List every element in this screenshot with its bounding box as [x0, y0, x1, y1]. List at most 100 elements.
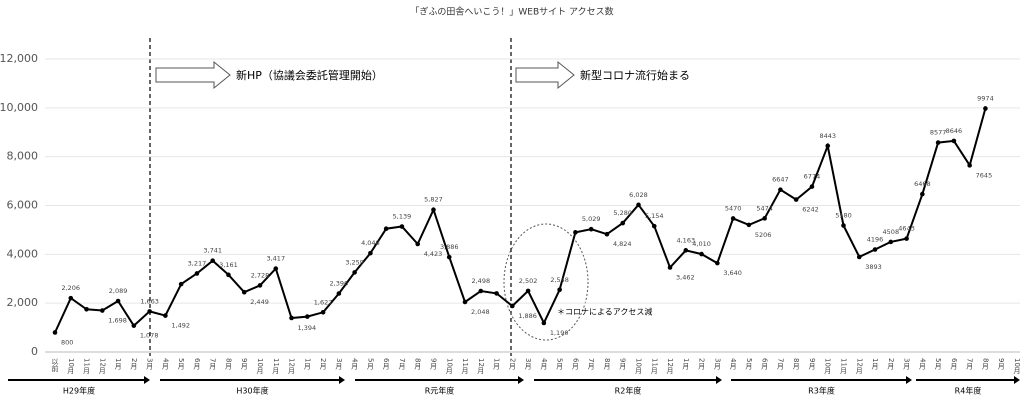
- data-point: [68, 295, 74, 301]
- data-point: [604, 231, 610, 237]
- x-tick-label: 1月: [303, 358, 311, 371]
- x-tick-label: 7月: [776, 358, 784, 371]
- arrow-head: [906, 376, 912, 384]
- x-tick-label: 8月: [224, 358, 232, 371]
- data-label: 2,498: [471, 277, 490, 285]
- data-point: [289, 315, 294, 321]
- data-label: 2,396: [330, 279, 349, 287]
- data-line: [54, 108, 987, 333]
- x-tick-label: 6月: [761, 358, 769, 371]
- x-tick-label: 9月: [619, 358, 627, 371]
- x-tick-label: 5月: [556, 358, 564, 371]
- x-tick-label: 2月: [887, 358, 895, 371]
- x-tick-label: 1月: [682, 358, 690, 371]
- x-tick-label: 1月: [114, 358, 122, 371]
- y-tick-label: 2,000: [7, 296, 39, 309]
- data-point: [241, 289, 247, 295]
- data-point: [920, 191, 925, 197]
- data-label: 1,627: [314, 298, 333, 306]
- data-label: 1,492: [171, 322, 190, 330]
- data-label: 3,741: [203, 247, 222, 255]
- data-point: [667, 265, 673, 270]
- x-tick-label: 4月: [729, 358, 737, 371]
- data-point: [431, 207, 436, 213]
- x-tick-label: 3月: [335, 358, 343, 371]
- data-point: [683, 248, 689, 253]
- data-point: [935, 140, 941, 145]
- data-point: [699, 251, 704, 257]
- data-label: 3,640: [723, 269, 742, 277]
- data-point: [825, 143, 831, 149]
- data-point: [809, 184, 815, 189]
- data-label: 3,259: [345, 258, 364, 266]
- data-point: [84, 306, 89, 312]
- data-point: [446, 254, 452, 260]
- data-point: [746, 222, 752, 228]
- fiscal-year-label: H30年度: [236, 386, 268, 396]
- data-label: 1,698: [108, 317, 127, 325]
- data-label: 4196: [867, 236, 884, 244]
- data-point: [462, 299, 468, 305]
- block-arrow: [515, 60, 575, 90]
- data-point: [305, 314, 310, 319]
- x-tick-label: 8月: [414, 358, 422, 371]
- x-tick-label: 2月: [319, 358, 327, 371]
- data-label: 8443: [819, 132, 836, 140]
- data-point: [273, 266, 279, 271]
- y-tick-label: 12,000: [0, 52, 38, 65]
- data-point: [841, 223, 846, 228]
- x-tick-label: 6月: [193, 358, 201, 371]
- x-tick-label: 5月: [366, 358, 374, 371]
- data-label: 1,663: [140, 297, 159, 305]
- data-point: [793, 197, 799, 202]
- fiscal-year-label: R2年度: [615, 386, 642, 396]
- data-label: 7645: [976, 171, 993, 179]
- fiscal-year-label: R4年度: [955, 386, 982, 396]
- data-point: [636, 202, 641, 208]
- x-tick-label: 12月: [477, 358, 485, 375]
- data-point: [983, 106, 988, 111]
- data-label: 4,423: [424, 250, 443, 258]
- data-point: [888, 239, 894, 245]
- y-tick-label: 6,000: [7, 199, 39, 212]
- data-label: 1,078: [140, 332, 159, 340]
- x-tick-label: 2月: [508, 358, 516, 371]
- data-label: 5,280: [613, 209, 632, 217]
- data-label: 3,462: [676, 273, 695, 281]
- data-point: [415, 241, 421, 247]
- x-tick-label: 以前: [51, 358, 59, 373]
- data-label: 5,154: [645, 212, 664, 220]
- data-point: [399, 224, 405, 229]
- y-tick-label: 8,000: [7, 150, 39, 163]
- arrow-head: [716, 376, 722, 384]
- x-tick-label: 6月: [382, 358, 390, 371]
- x-tick-label: 10月: [67, 358, 75, 375]
- data-point: [730, 216, 736, 221]
- chart-title: 「ぎふの田舎へいこう！」WEBサイト アクセス数: [410, 6, 613, 18]
- data-point: [352, 270, 357, 275]
- annotation: 新型コロナ流行始まる: [580, 68, 690, 82]
- x-tick-label: 5月: [934, 358, 942, 371]
- data-label: 4,163: [676, 236, 695, 244]
- data-point: [541, 320, 547, 326]
- fiscal-year-label: R3年度: [808, 386, 835, 396]
- arrow-head: [518, 376, 524, 384]
- data-label: 2,728: [251, 271, 270, 279]
- x-tick-label: 11月: [272, 358, 280, 375]
- data-label: 3,417: [266, 255, 285, 263]
- data-label: 8646: [946, 127, 963, 135]
- data-point: [651, 223, 657, 229]
- x-tick-label: 5月: [745, 358, 753, 371]
- annotation: ＊コロナによるアクセス減: [557, 307, 652, 317]
- data-label: 4508: [883, 228, 900, 236]
- x-tick-label: 3月: [524, 358, 532, 371]
- data-label: 2,089: [109, 287, 128, 295]
- x-tick-label: 4月: [540, 358, 548, 371]
- data-label: 5180: [835, 212, 852, 220]
- x-tick-label: 10月: [445, 358, 453, 375]
- data-label: 1,394: [298, 324, 317, 332]
- data-point: [100, 308, 105, 313]
- data-point: [951, 138, 957, 144]
- highlight-circle: [503, 223, 589, 341]
- x-tick-label: 4月: [351, 358, 359, 371]
